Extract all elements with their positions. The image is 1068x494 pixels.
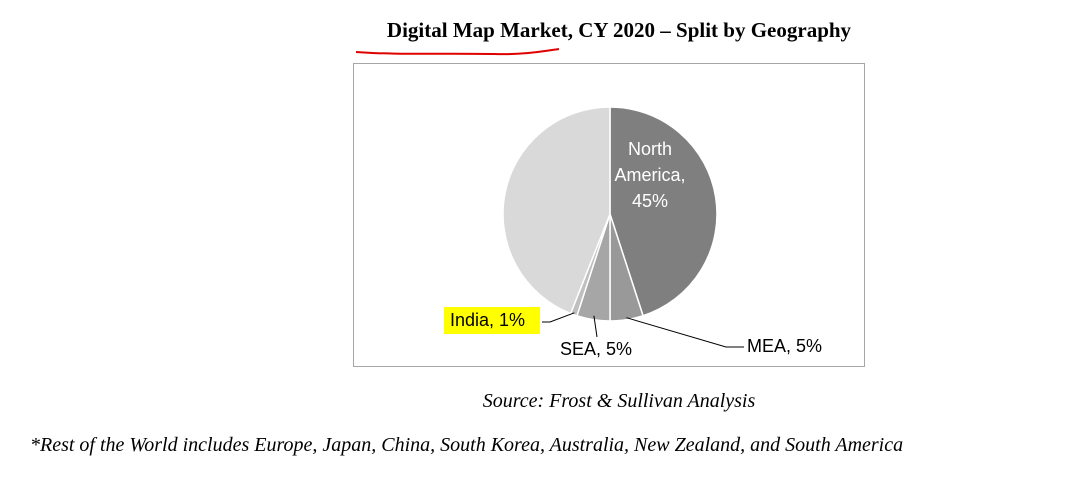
data-label-sea: SEA, 5% bbox=[560, 339, 632, 359]
leader-line-sea bbox=[593, 315, 598, 338]
data-label-mea: MEA, 5% bbox=[747, 336, 822, 356]
chart-title: Digital Map Market, CY 2020 – Split by G… bbox=[386, 18, 852, 42]
india-label-highlight bbox=[444, 307, 540, 334]
pie-slice-rest-of-world bbox=[502, 106, 611, 315]
pie-chart: North America, 45% MEA, 5% SEA, 5% India, 1% bbox=[444, 106, 822, 359]
footnote: *Rest of the World includes Europe, Japa… bbox=[30, 434, 904, 456]
leader-line-mea bbox=[626, 317, 744, 348]
leader-line-india bbox=[542, 312, 575, 323]
data-label-north-america: North America, 45% bbox=[614, 139, 685, 211]
data-label-india: India, 1% bbox=[450, 310, 525, 330]
source-note: Source: Frost & Sullivan Analysis bbox=[482, 390, 756, 412]
chart-area: North America, 45% MEA, 5% SEA, 5% India, 1% bbox=[353, 63, 865, 367]
pie-slice-north-america bbox=[609, 106, 718, 317]
title-underline-annotation bbox=[355, 48, 560, 56]
